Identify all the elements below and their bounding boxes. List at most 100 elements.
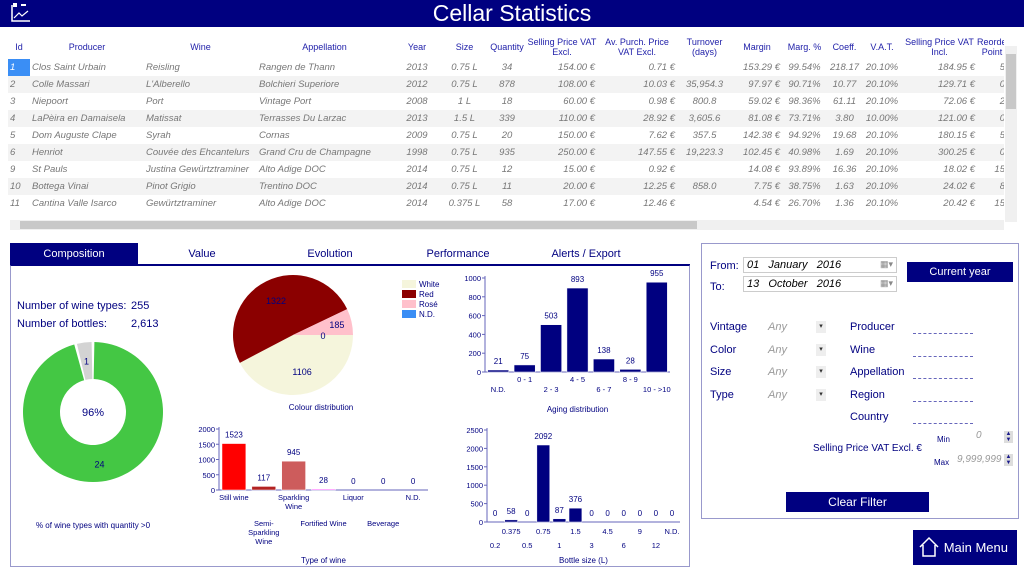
wine-input[interactable] — [913, 355, 973, 357]
max-stepper[interactable]: ▲ ▼ — [1004, 454, 1013, 466]
table-cell: 1 L — [457, 96, 472, 107]
table-cell: Reisling — [146, 62, 180, 73]
table-cell: 10.77 — [827, 76, 862, 93]
column-header[interactable]: Coeff. — [832, 41, 857, 52]
table-row[interactable]: 4 LaPèira en Damaisela Matissat Terrasses D… — [8, 110, 1004, 127]
column-header[interactable]: Reorder Point — [977, 36, 1004, 57]
chevron-down-icon[interactable]: ▾ — [816, 388, 826, 401]
table-cell: 1.69 — [827, 144, 862, 161]
column-header[interactable]: Wine — [190, 41, 211, 52]
to-date-input[interactable]: 13 October 2016 — [743, 276, 897, 292]
appellation-input[interactable] — [913, 378, 973, 379]
chevron-down-icon[interactable]: ▾ — [816, 343, 826, 356]
table-row[interactable]: 3 Niepoort Port Vintage Port 2008 1 L 18 60.00 … — [8, 93, 1004, 110]
column-header[interactable]: Selling Price VAT Excl. — [527, 36, 597, 57]
bar-value-label: 28 — [626, 356, 635, 365]
column-header[interactable]: Appellation — [302, 41, 347, 52]
table-cell: 20.10% — [865, 130, 899, 141]
y-tick-label: 1500 — [466, 463, 483, 472]
bar-value-label: 0 — [525, 509, 530, 518]
country-input[interactable] — [913, 423, 973, 424]
table-cell: 1.63 — [827, 178, 862, 195]
table-cell: 3,605.6 — [677, 110, 732, 127]
from-label: From: — [710, 260, 739, 272]
column-header[interactable]: Marg. % — [787, 41, 822, 52]
column-header[interactable]: Quantity — [490, 41, 524, 52]
column-header[interactable]: Size — [455, 41, 474, 52]
table-cell: Gewürtztraminer — [146, 198, 217, 209]
table-cell: 300.25 € — [902, 144, 977, 161]
column-header[interactable]: Margin — [743, 41, 771, 52]
table-row[interactable]: 1 Clos Saint Urbain Reisling Rangen de Than… — [8, 59, 1004, 76]
column-header[interactable]: Av. Purch. Price VAT Excl. — [605, 36, 669, 57]
table-cell: 15.00 € — [563, 164, 595, 175]
x-tick-label: 4 - 5 — [570, 375, 585, 384]
y-tick-label: 2000 — [198, 425, 215, 434]
table-row[interactable]: 11 Cantina Valle Isarco Gewürtztraminer Alt… — [8, 195, 1004, 212]
table-cell: Syrah — [146, 130, 171, 141]
max-price-input[interactable]: 9,999,999 — [957, 454, 1002, 465]
table-cell: 0.375 L — [448, 198, 481, 209]
size-select[interactable]: Any — [768, 366, 787, 378]
table-row[interactable]: 5 Dom Auguste Clape Syrah Cornas 2009 0.75 L 2… — [8, 127, 1004, 144]
table-cell: 2014 — [406, 164, 428, 175]
table-row[interactable]: 2 Colle Massari L'Alberello Bolchieri Super… — [8, 76, 1004, 93]
color-select[interactable]: Any — [768, 343, 787, 356]
table-cell: Matissat — [144, 110, 257, 127]
main-menu-button[interactable]: Main Menu — [913, 530, 1017, 565]
table-cell: 2013 — [406, 62, 428, 73]
table-cell: 99.54% — [788, 62, 821, 73]
column-header[interactable]: V.A.T. — [870, 41, 894, 52]
min-label: Min — [937, 435, 950, 444]
chevron-down-icon[interactable]: ▾ — [816, 321, 826, 333]
bar-value-label: 138 — [597, 346, 611, 355]
column-header[interactable]: Selling Price VAT Incl. — [905, 36, 974, 57]
y-tick-label: 1000 — [464, 274, 481, 283]
table-row[interactable]: 10 Bottega Vinai Pinot Grigio Trentino DOC 2… — [8, 178, 1004, 195]
current-year-button[interactable]: Current year — [907, 262, 1013, 282]
table-row[interactable]: 6 Henriot Couvée des Ehcantelurs Grand Cru … — [8, 144, 1004, 161]
column-header[interactable]: Year — [407, 41, 427, 52]
table-cell: 17.00 € — [563, 198, 595, 209]
table-cell: 24.02 € — [902, 178, 977, 195]
table-cell: 94.92% — [788, 130, 821, 141]
table-cell: 153.29 € — [743, 62, 780, 73]
wine-types-value: 255 — [131, 300, 150, 312]
x-tick-label: Sparkling — [248, 528, 279, 537]
table-row[interactable]: 9 St Pauls Justina Gewürtztraminer Alto Adi… — [8, 161, 1004, 178]
tab-evolution[interactable]: Evolution — [307, 248, 353, 260]
tab-performance[interactable]: Performance — [426, 248, 490, 260]
table-cell: 6 — [8, 144, 30, 161]
y-tick-label: 2000 — [466, 444, 483, 453]
y-tick-label: 400 — [468, 330, 481, 339]
column-header[interactable]: Id — [15, 41, 23, 52]
calendar-icon[interactable]: ▦▾ — [880, 278, 894, 288]
chevron-down-icon[interactable]: ▾ — [816, 366, 826, 378]
table-cell: 5 — [977, 59, 1004, 76]
type-select[interactable]: Any — [768, 388, 787, 401]
calendar-icon[interactable]: ▦▾ — [880, 259, 894, 269]
column-header[interactable]: Turnover (days) — [686, 36, 723, 57]
clear-filter-button[interactable]: Clear Filter — [786, 492, 929, 512]
bar — [540, 324, 562, 373]
tab-value[interactable]: Value — [188, 248, 216, 260]
tab-alerts-export[interactable]: Alerts / Export — [551, 248, 621, 260]
column-header[interactable]: Producer — [68, 41, 106, 52]
region-input[interactable] — [913, 400, 973, 402]
tab-composition[interactable]: Composition — [10, 243, 138, 265]
from-date-input[interactable]: 01 January 2016 — [743, 257, 897, 273]
min-price-input[interactable]: 0 — [976, 430, 982, 441]
vintage-select[interactable]: Any — [768, 321, 787, 333]
chart-icon[interactable] — [10, 3, 32, 23]
horizontal-scrollbar[interactable] — [10, 220, 1004, 230]
bar — [593, 358, 615, 373]
x-tick-label: 2 - 3 — [544, 385, 559, 394]
table-cell: 3.80 — [827, 110, 862, 127]
producer-input[interactable] — [913, 333, 973, 334]
min-stepper[interactable]: ▲ ▼ — [1004, 431, 1013, 443]
table-cell: Dom Auguste Clape — [32, 130, 117, 141]
vertical-scrollbar[interactable] — [1005, 46, 1017, 222]
donut-slice-label: 1 — [84, 356, 89, 366]
wine-table[interactable]: Id Producer Wine Appellation Year Size Quantit… — [8, 34, 1004, 220]
pie-slice-label: 1106 — [292, 367, 311, 377]
